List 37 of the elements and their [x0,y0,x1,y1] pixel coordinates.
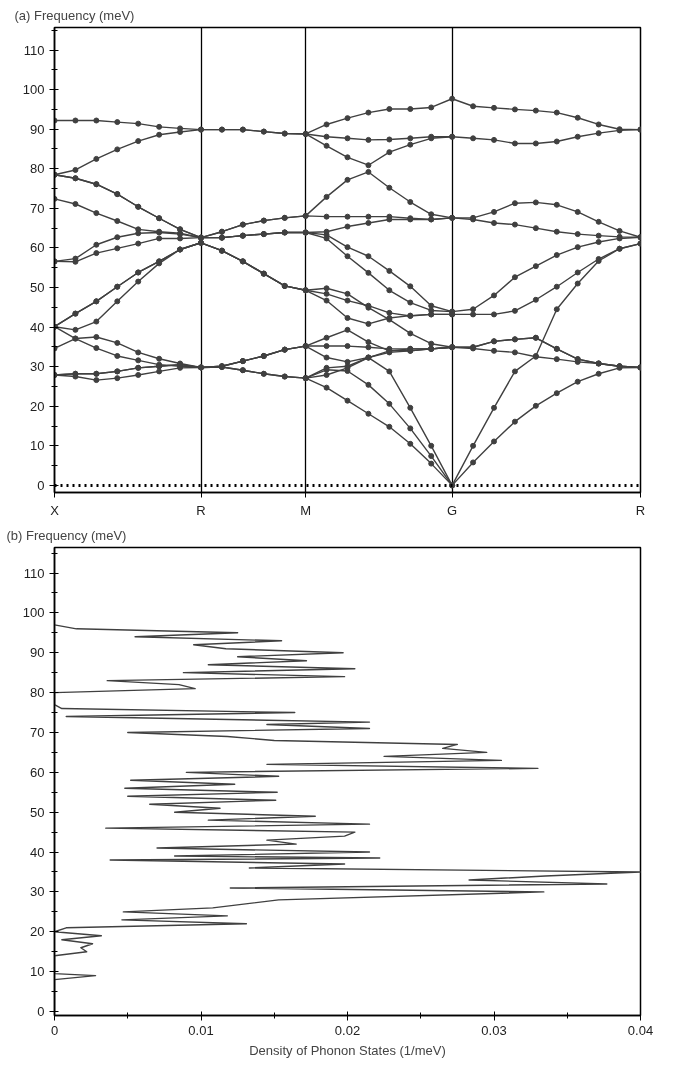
y-axis-title: (b) Frequency (meV) [6,527,127,543]
y-tick-label: 20 [30,924,45,940]
y-tick-label: 30 [30,359,45,375]
x-axis-title: Density of Phonon States (1/meV) [249,1042,446,1058]
y-tick-label: 70 [30,724,45,740]
y-tick-label: 30 [30,884,45,900]
y-tick-label: 10 [30,438,45,454]
y-tick-label: 0 [37,1004,45,1020]
y-tick-label: 50 [30,280,45,295]
y-tick-label: 100 [22,82,45,98]
y-tick-label: 90 [30,121,45,137]
y-axis-title: (a) Frequency (meV) [14,7,135,23]
y-tick-label: 110 [23,42,45,58]
y-tick-label: 60 [30,240,45,256]
y-tick-label: 100 [22,605,45,621]
x-tick-label: 0.02 [334,1022,361,1038]
x-tick-label: M [300,502,312,518]
x-tick-label: R [196,502,206,518]
y-tick-label: 110 [23,565,45,581]
x-tick-label: 0.01 [188,1022,214,1038]
y-tick-label: 50 [30,804,45,820]
y-tick-label: 90 [30,645,45,661]
y-tick-label: 80 [30,161,45,177]
x-tick-label: R [635,502,646,518]
x-tick-label: 0.03 [481,1022,507,1038]
y-tick-label: 40 [30,844,45,860]
y-tick-label: 70 [30,200,45,216]
y-tick-label: 80 [30,685,45,701]
y-tick-label: 60 [30,764,45,780]
y-tick-label: 20 [30,398,45,414]
y-tick-label: 40 [30,319,45,335]
y-tick-label: 0 [37,477,45,493]
x-tick-label: 0 [50,1022,59,1038]
x-tick-label: G [447,502,458,518]
y-tick-label: 10 [30,964,45,980]
x-tick-label: X [50,502,60,518]
x-tick-label: 0.04 [627,1022,654,1038]
